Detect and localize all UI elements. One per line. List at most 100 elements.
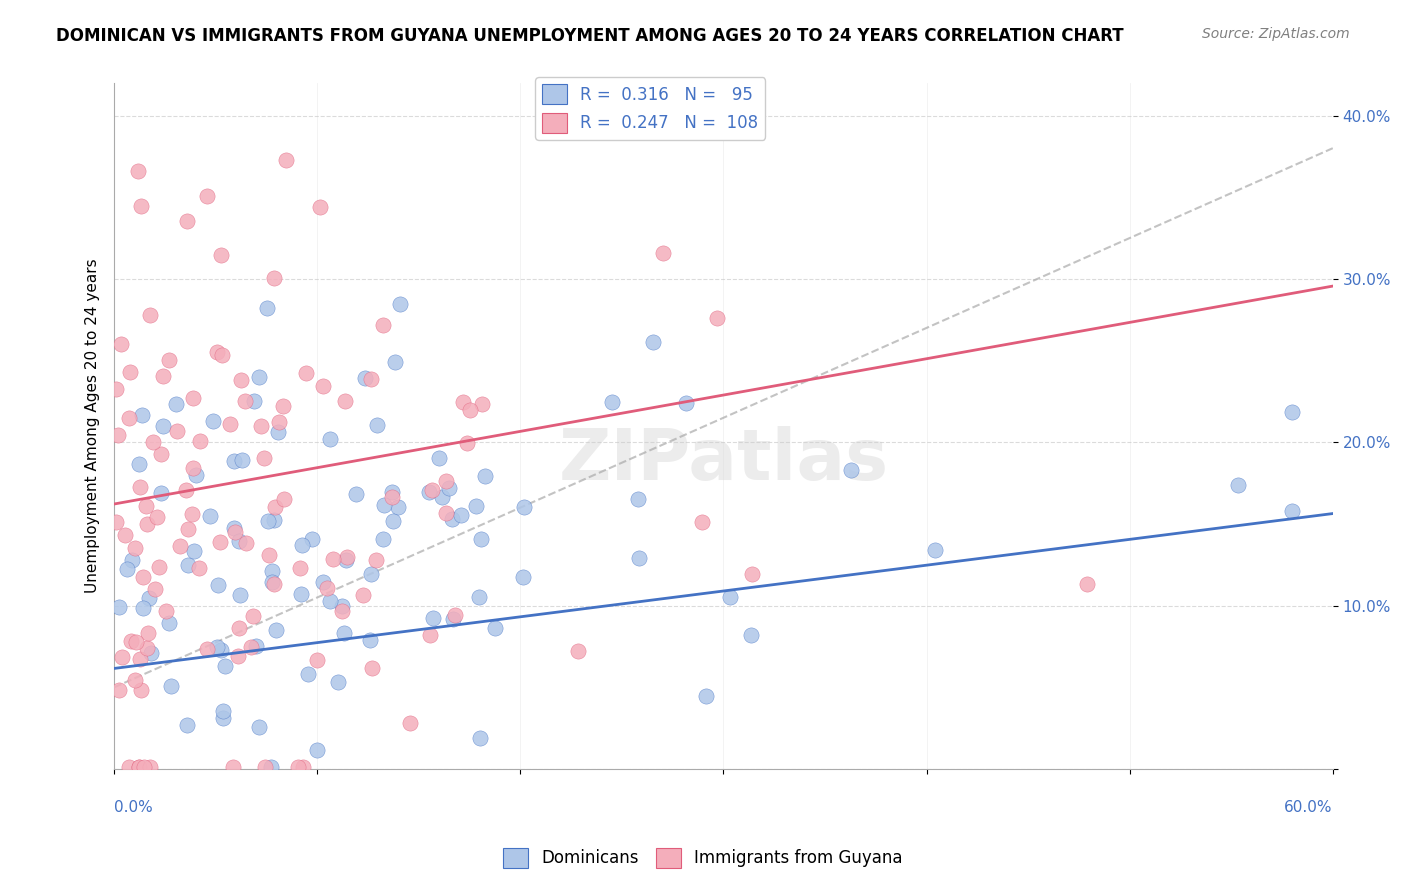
- Point: [149, 447, 172, 461]
- Point: [441, 612, 464, 626]
- Point: [287, 760, 309, 774]
- Point: [432, 490, 454, 504]
- Point: [183, 544, 205, 558]
- Point: [450, 508, 472, 522]
- Point: [124, 673, 146, 687]
- Text: Source: ZipAtlas.com: Source: ZipAtlas.com: [1202, 27, 1350, 41]
- Point: [641, 335, 664, 350]
- Point: [267, 425, 290, 439]
- Point: [467, 590, 489, 604]
- Point: [443, 608, 465, 623]
- Point: [146, 510, 169, 524]
- Point: [132, 601, 155, 615]
- Point: [176, 214, 198, 228]
- Point: [139, 646, 162, 660]
- Point: [458, 402, 481, 417]
- Point: [128, 651, 150, 665]
- Text: 0.0%: 0.0%: [114, 799, 153, 814]
- Point: [253, 760, 276, 774]
- Point: [128, 480, 150, 494]
- Point: [335, 553, 357, 567]
- Point: [124, 541, 146, 556]
- Point: [288, 560, 311, 574]
- Point: [256, 514, 278, 528]
- Point: [135, 516, 157, 531]
- Legend: Dominicans, Immigrants from Guyana: Dominicans, Immigrants from Guyana: [496, 841, 910, 875]
- Point: [195, 641, 218, 656]
- Point: [359, 632, 381, 647]
- Point: [427, 451, 450, 466]
- Text: 60.0%: 60.0%: [1284, 799, 1333, 814]
- Point: [319, 432, 342, 446]
- Point: [169, 539, 191, 553]
- Point: [312, 379, 335, 393]
- Point: [243, 394, 266, 409]
- Point: [143, 582, 166, 597]
- Point: [231, 453, 253, 467]
- Point: [107, 683, 129, 698]
- Point: [434, 506, 457, 520]
- Point: [263, 270, 285, 285]
- Point: [105, 515, 128, 529]
- Point: [264, 624, 287, 638]
- Point: [211, 711, 233, 725]
- Point: [1226, 478, 1249, 492]
- Point: [259, 760, 281, 774]
- Point: [260, 564, 283, 578]
- Point: [181, 391, 204, 405]
- Point: [115, 562, 138, 576]
- Point: [474, 469, 496, 483]
- Point: [222, 521, 245, 535]
- Point: [135, 500, 157, 514]
- Point: [142, 434, 165, 449]
- Point: [219, 417, 242, 431]
- Point: [240, 640, 263, 654]
- Point: [360, 372, 382, 386]
- Point: [360, 567, 382, 582]
- Point: [118, 760, 141, 774]
- Point: [135, 640, 157, 655]
- Point: [301, 532, 323, 546]
- Point: [176, 717, 198, 731]
- Point: [484, 621, 506, 635]
- Point: [157, 616, 180, 631]
- Point: [451, 395, 474, 409]
- Point: [226, 648, 249, 663]
- Point: [263, 513, 285, 527]
- Point: [675, 396, 697, 410]
- Point: [249, 418, 271, 433]
- Point: [695, 690, 717, 704]
- Point: [276, 153, 298, 168]
- Point: [373, 498, 395, 512]
- Point: [471, 397, 494, 411]
- Point: [188, 560, 211, 574]
- Point: [291, 538, 314, 552]
- Point: [273, 491, 295, 506]
- Point: [148, 559, 170, 574]
- Point: [326, 675, 349, 690]
- Point: [512, 570, 534, 584]
- Point: [181, 508, 204, 522]
- Point: [741, 566, 763, 581]
- Point: [177, 522, 200, 536]
- Point: [136, 625, 159, 640]
- Text: ZIPatlas: ZIPatlas: [558, 425, 889, 495]
- Point: [118, 365, 141, 379]
- Point: [627, 491, 650, 506]
- Point: [262, 575, 284, 590]
- Point: [628, 551, 651, 566]
- Point: [344, 487, 367, 501]
- Point: [600, 394, 623, 409]
- Point: [228, 533, 250, 548]
- Point: [186, 467, 208, 482]
- Point: [307, 742, 329, 756]
- Point: [468, 731, 491, 746]
- Point: [441, 512, 464, 526]
- Y-axis label: Unemployment Among Ages 20 to 24 years: Unemployment Among Ages 20 to 24 years: [86, 259, 100, 593]
- Point: [114, 527, 136, 541]
- Point: [188, 434, 211, 448]
- Point: [706, 310, 728, 325]
- Point: [434, 474, 457, 488]
- Point: [245, 640, 267, 654]
- Point: [229, 588, 252, 602]
